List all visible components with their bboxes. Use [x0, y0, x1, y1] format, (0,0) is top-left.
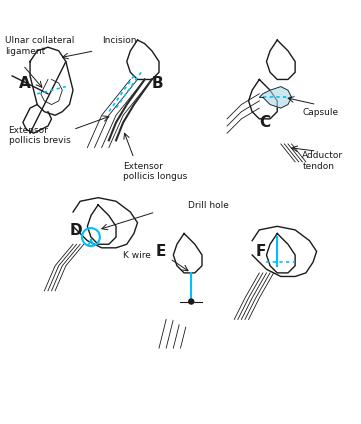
Text: Extensor
pollicis longus: Extensor pollicis longus [123, 162, 187, 181]
Circle shape [177, 287, 205, 316]
Text: A: A [19, 76, 31, 91]
Text: Extensor
pollicis brevis: Extensor pollicis brevis [9, 126, 70, 145]
Text: B: B [152, 76, 164, 91]
Text: D: D [69, 223, 82, 238]
Text: Drill hole: Drill hole [188, 201, 229, 210]
Text: F: F [256, 244, 266, 259]
Circle shape [166, 276, 216, 326]
Polygon shape [259, 86, 292, 108]
Text: C: C [259, 115, 270, 130]
Circle shape [189, 299, 194, 304]
Text: E: E [156, 244, 166, 259]
Text: Ulnar collateral
ligament: Ulnar collateral ligament [5, 36, 74, 56]
Text: Incision: Incision [102, 36, 136, 45]
Text: Capsule: Capsule [302, 108, 338, 117]
Text: Adductor
tendon: Adductor tendon [302, 151, 343, 170]
Text: K wire: K wire [123, 251, 151, 260]
